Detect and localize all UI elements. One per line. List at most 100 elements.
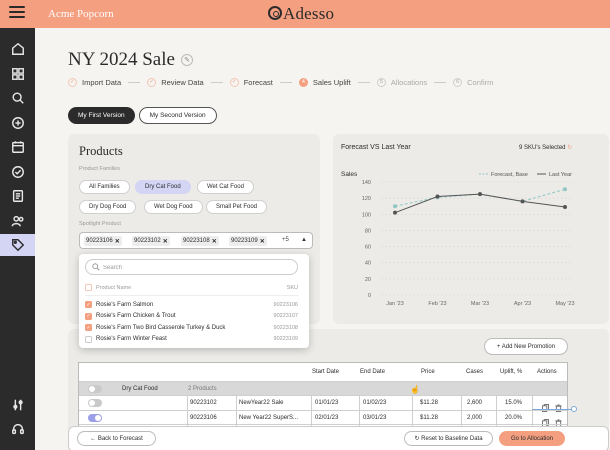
tab-my-first-version[interactable]: My First Version xyxy=(68,107,135,124)
dropdown-option[interactable]: ✓ Rosie's Farm Chicken & Trout 90223107 xyxy=(85,311,298,322)
y-tick-label: 40 xyxy=(365,261,371,267)
table-group-row: Dry Cat Food 2 Products xyxy=(79,381,567,395)
cell-divider xyxy=(532,410,533,425)
forecast-card: Forecast VS Last Year 9 SKU's Selected ↻… xyxy=(333,134,609,324)
option-checkbox[interactable] xyxy=(85,335,92,343)
cell-cases: 2,600 xyxy=(467,400,483,406)
search-field xyxy=(85,259,298,275)
copy-icon[interactable] xyxy=(542,414,549,427)
sku-tag: 90223109 ✕ xyxy=(229,236,267,246)
menu-icon[interactable] xyxy=(9,6,25,20)
table-row: 90223102 NewYear22 Sale 01/01/23 01/02/23 $1… xyxy=(79,395,567,412)
y-tick-label: 60 xyxy=(365,245,371,251)
users-icon[interactable] xyxy=(0,210,35,232)
trash-icon[interactable] xyxy=(555,399,562,412)
option-checkbox[interactable]: ✓ xyxy=(85,312,92,320)
copy-icon[interactable] xyxy=(542,399,549,412)
step-import-data[interactable]: ✓ Import Data xyxy=(68,77,122,87)
pointer-cursor-icon: ☝ xyxy=(410,385,420,394)
row-toggle[interactable] xyxy=(88,399,102,407)
step-confirm[interactable]: 6 Confirm xyxy=(453,77,493,87)
remove-tag-icon[interactable]: ✕ xyxy=(259,238,265,245)
cell-divider xyxy=(187,410,188,425)
step-connector xyxy=(279,81,292,83)
remove-tag-icon[interactable]: ✕ xyxy=(211,238,217,245)
forecast-chart: Sales Forecast, Base Last Year 0 20 40 60 80 100… xyxy=(341,171,575,307)
option-checkbox[interactable]: ✓ xyxy=(85,301,92,308)
check-icon: ✓ xyxy=(229,77,239,87)
spotlight-product-select[interactable]: 90223106 ✕ 90223102 ✕ 90223108 ✕ 90223109 ✕ … xyxy=(79,232,313,249)
document-icon[interactable] xyxy=(0,185,35,207)
y-tick-label: 100 xyxy=(362,212,371,218)
header-sku: SKU xyxy=(286,284,298,291)
select-all-checkbox[interactable] xyxy=(85,284,92,291)
group-count: 2 Products xyxy=(188,386,217,392)
remove-tag-icon[interactable]: ✕ xyxy=(114,238,120,245)
step-sales-uplift[interactable]: 4 Sales Uplift xyxy=(298,77,351,87)
y-tick-label: 0 xyxy=(368,293,371,299)
chip-dry-cat-food[interactable]: Dry Cat Food xyxy=(135,180,191,194)
data-point xyxy=(393,204,397,209)
tab-my-second-version[interactable]: My Second Version xyxy=(138,107,217,124)
cell-end-date: 03/01/23 xyxy=(363,414,387,421)
chip-small-pet-food[interactable]: Small Pet Food xyxy=(206,200,268,214)
column-header-actions: Actions xyxy=(537,368,557,375)
edit-title-icon[interactable]: ✎ xyxy=(181,54,193,66)
dropdown-option[interactable]: ✓ Rosie's Farm Two Bird Casserole Turkey … xyxy=(85,322,298,333)
option-sku: 90223107 xyxy=(273,313,298,319)
step-label: Forecast xyxy=(243,77,273,87)
refresh-icon[interactable]: ↻ xyxy=(567,145,573,151)
add-new-promotion-button[interactable]: + Add New Promotion xyxy=(484,338,568,355)
more-tags-count: +5 xyxy=(282,237,289,243)
go-to-allocation-button[interactable]: Go to Allocation xyxy=(499,431,565,446)
caret-up-icon[interactable]: ▲ xyxy=(301,237,307,243)
tag-cursor-icon[interactable] xyxy=(0,234,35,256)
brand-name: Acme Popcorn xyxy=(48,8,114,20)
step-number: 6 xyxy=(453,77,463,87)
dropdown-header-row: Product Name SKU xyxy=(85,282,298,293)
data-point xyxy=(520,199,525,204)
dropdown-option[interactable]: ✓ Rosie's Farm Salmon 90223106 xyxy=(85,299,298,310)
calendar-icon[interactable] xyxy=(0,136,35,158)
top-bar: Acme Popcorn Adesso xyxy=(0,0,610,28)
cell-divider xyxy=(461,396,462,410)
step-label: Import Data xyxy=(82,77,122,87)
connector-handle[interactable] xyxy=(571,406,577,412)
plus-circle-icon[interactable] xyxy=(0,112,35,134)
remove-tag-icon[interactable]: ✕ xyxy=(162,238,168,245)
home-icon[interactable] xyxy=(0,38,35,60)
cell-cases: 2,000 xyxy=(467,414,483,421)
cell-divider xyxy=(311,410,312,425)
forecast-title: Forecast VS Last Year xyxy=(341,144,411,151)
step-forecast[interactable]: ✓ Forecast xyxy=(229,77,273,87)
sku-selected-text: 9 SKU's Selected xyxy=(519,145,566,151)
option-checkbox[interactable]: ✓ xyxy=(85,324,92,331)
column-header-end-date: End Date xyxy=(360,368,386,375)
divider xyxy=(85,295,298,296)
dropdown-option[interactable]: Rosie's Farm Winter Feast 90223109 xyxy=(85,334,298,345)
group-toggle[interactable] xyxy=(88,385,102,393)
step-review-data[interactable]: ✓ Review Data xyxy=(147,77,204,87)
headset-icon[interactable] xyxy=(0,418,35,440)
grid-icon[interactable] xyxy=(0,63,35,85)
step-label: Allocations xyxy=(390,77,428,87)
y-axis-label: Sales xyxy=(341,171,358,178)
sku-selected-indicator[interactable]: 9 SKU's Selected ↻ xyxy=(519,144,572,151)
chip-wet-cat-food[interactable]: Wet Cat Food xyxy=(197,180,254,194)
reset-to-baseline-button[interactable]: ↻ Reset to Baseline Data xyxy=(404,431,493,446)
main-content: NY 2024 Sale ✎ ✓ Import Data ✓ Review Data ✓… xyxy=(35,28,610,450)
y-tick-label: 20 xyxy=(365,277,371,283)
x-tick-label: May '23 xyxy=(555,301,574,307)
chip-dry-dog-food[interactable]: Dry Dog Food xyxy=(79,200,137,214)
sliders-icon[interactable] xyxy=(0,394,35,416)
row-toggle[interactable] xyxy=(88,413,102,422)
search-input[interactable] xyxy=(103,263,293,272)
column-header-price: Price xyxy=(421,368,435,375)
check-circle-icon[interactable] xyxy=(0,161,35,183)
step-allocations[interactable]: 5 Allocations xyxy=(376,77,428,87)
chip-all-families[interactable]: All Families xyxy=(79,180,130,194)
back-to-forecast-button[interactable]: ← Back to Forecast xyxy=(77,431,156,446)
search-icon[interactable] xyxy=(0,87,35,109)
chip-wet-dog-food[interactable]: Wet Dog Food xyxy=(144,200,203,214)
trash-icon[interactable] xyxy=(555,414,562,427)
